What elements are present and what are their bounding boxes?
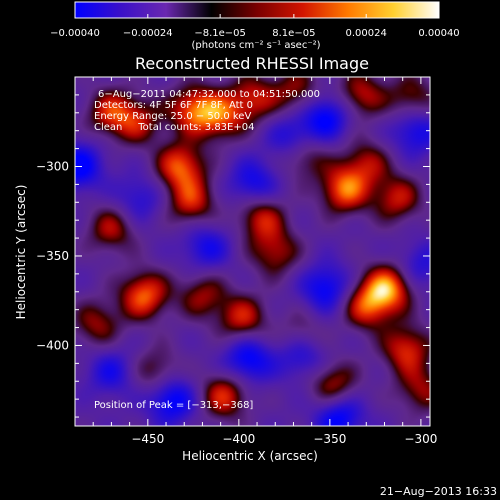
x-tick-label: −450 bbox=[131, 432, 164, 446]
colorbar-gradient bbox=[74, 1, 440, 19]
colorbar-tick-label: 8.1e−05 bbox=[272, 28, 315, 39]
peak-position-label: Position of Peak = [−313,−368] bbox=[94, 400, 253, 411]
x-axis: −450 −400 −350 −300 bbox=[92, 77, 437, 446]
annotation-time-range: 6−Aug−2011 04:47:32.000 to 04:51:50.000 bbox=[98, 89, 320, 100]
x-axis-label: Heliocentric X (arcsec) bbox=[182, 449, 318, 463]
annotation-clean-counts: Clean Total counts: 3.83E+04 bbox=[94, 122, 254, 133]
plot-frame bbox=[74, 76, 431, 427]
annotation-energy-range: Energy Range: 25.0 − 50.0 keV bbox=[94, 111, 251, 122]
colorbar-ticks: −0.00040 −0.00024 −8.1e−05 8.1e−05 0.00024 0.… bbox=[50, 14, 460, 39]
y-tick-label: −350 bbox=[36, 249, 69, 263]
y-tick-label: −300 bbox=[36, 159, 69, 173]
y-axis: −300 −350 −400 bbox=[36, 76, 430, 418]
annotation-detectors: Detectors: 4F 5F 6F 7F 8F, Att 0 bbox=[94, 100, 253, 111]
x-tick-label: −350 bbox=[313, 432, 346, 446]
colorbar-tick-label: −0.00024 bbox=[123, 28, 173, 39]
generation-timestamp: 21−Aug−2013 16:33 bbox=[380, 485, 497, 498]
chart-title: Reconstructed RHESSI Image bbox=[135, 54, 369, 73]
y-axis-label: Heliocentric Y (arcsec) bbox=[14, 185, 28, 320]
colorbar: −0.00040 −0.00024 −8.1e−05 8.1e−05 0.00024 0.… bbox=[50, 1, 460, 51]
x-tick-label: −400 bbox=[222, 432, 255, 446]
observation-info: 6−Aug−2011 04:47:32.000 to 04:51:50.000 … bbox=[94, 89, 320, 133]
colorbar-tick-label: 0.00040 bbox=[418, 28, 459, 39]
y-tick-label: −400 bbox=[36, 338, 69, 352]
colorbar-tick-label: −0.00040 bbox=[50, 28, 100, 39]
plot-area bbox=[74, 76, 431, 427]
x-tick-label: −300 bbox=[404, 432, 437, 446]
colorbar-unit-label: (photons cm⁻² s⁻¹ asec⁻²) bbox=[191, 40, 320, 51]
colorbar-tick-label: 0.00024 bbox=[346, 28, 387, 39]
colorbar-tick-label: −8.1e−05 bbox=[194, 28, 246, 39]
